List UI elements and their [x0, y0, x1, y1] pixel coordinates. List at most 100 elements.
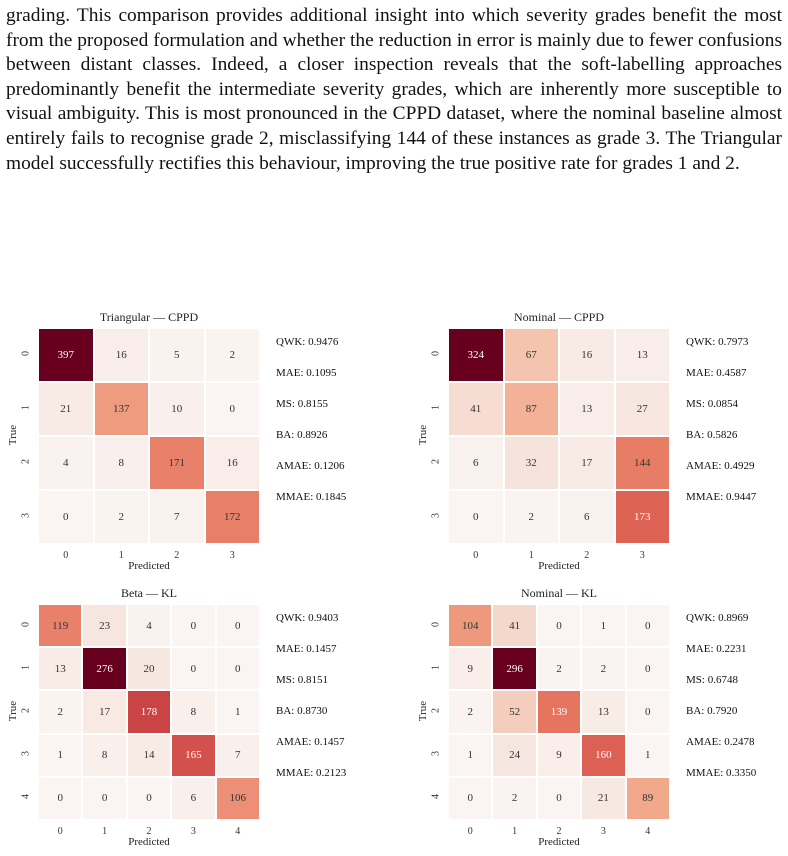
metric-label: MAE: 0.2231 [686, 643, 747, 655]
chart-title: Beta — KL [121, 586, 177, 600]
heatmap-cell: 0 [82, 776, 127, 820]
y-axis-label: True [7, 700, 19, 722]
heatmap-cell: 16 [559, 328, 615, 382]
metric-label: MS: 0.8151 [276, 674, 328, 686]
y-tick-label: 3 [20, 751, 32, 757]
y-tick-label: 2 [430, 708, 442, 713]
y-tick-label: 2 [20, 708, 32, 713]
metric-label: MMAE: 0.1845 [276, 491, 347, 503]
heatmap-cell: 0 [625, 690, 670, 734]
heatmap-cell: 41 [448, 382, 504, 436]
heatmap-cell: 8 [82, 733, 127, 777]
heatmap-cell: 5 [149, 328, 205, 382]
heatmap-cell: 6 [171, 776, 216, 820]
metric-label: MAE: 0.1457 [276, 643, 337, 655]
heatmap-cell: 144 [614, 436, 670, 490]
heatmap-cell: 276 [82, 647, 127, 691]
heatmap-cell: 2 [503, 490, 559, 544]
heatmap-cell: 13 [581, 690, 626, 734]
y-tick-label: 1 [430, 405, 442, 410]
x-axis-label: Predicted [128, 560, 170, 572]
y-tick-label: 0 [20, 621, 32, 627]
x-tick-label: 1 [528, 550, 534, 561]
heatmap-cell: 0 [171, 604, 216, 648]
heatmap-beta-kl: Beta — KL 119 23 4 0 0 13 276 20 0 0 2 17 178 8 1 1 8 14 16… [0, 586, 380, 856]
heatmap-cell: 137 [93, 382, 149, 436]
x-tick-label: 1 [102, 826, 108, 837]
heatmap-cell: 0 [171, 647, 216, 691]
y-axis-label: True [417, 700, 429, 722]
x-axis-label: Predicted [538, 836, 580, 848]
y-tick-label: 2 [430, 459, 442, 464]
heatmap-cell: 160 [581, 733, 626, 777]
heatmap-cell: 13 [614, 328, 670, 382]
x-tick-label: 3 [600, 826, 606, 837]
metric-label: AMAE: 0.4929 [686, 460, 755, 472]
heatmap-cell: 52 [492, 690, 537, 734]
heatmap-cell: 87 [503, 382, 559, 436]
y-tick-label: 4 [20, 794, 32, 800]
heatmap-cell: 10 [149, 382, 205, 436]
chart-title: Triangular — CPPD [99, 310, 199, 324]
heatmap-cell: 1 [625, 733, 670, 777]
heatmap-cell: 13 [559, 382, 615, 436]
heatmap-cell: 14 [126, 733, 172, 777]
heatmap-cell: 0 [536, 604, 582, 648]
metric-label: AMAE: 0.1206 [276, 460, 345, 472]
heatmap-cell: 17 [82, 690, 127, 734]
x-tick-label: 0 [467, 826, 473, 837]
y-tick-label: 3 [20, 513, 32, 518]
heatmap-cell: 106 [215, 776, 260, 820]
heatmap-cell: 8 [171, 690, 216, 734]
metric-label: MAE: 0.1095 [276, 367, 337, 379]
heatmap-cell: 173 [614, 490, 670, 544]
heatmap-cell: 2 [448, 690, 493, 734]
y-tick-label: 1 [20, 664, 32, 670]
heatmap-cell: 27 [614, 382, 670, 436]
y-axis-label: True [7, 424, 19, 446]
heatmap-cell: 6 [448, 436, 504, 490]
x-tick-label: 1 [512, 826, 518, 837]
heatmap-cell: 2 [204, 328, 260, 382]
heatmap-cell: 41 [492, 604, 537, 648]
x-axis-label: Predicted [128, 836, 170, 848]
heatmap-cell: 6 [559, 490, 615, 544]
heatmap-cell: 8 [93, 436, 149, 490]
x-tick-label: 0 [473, 550, 479, 561]
heatmap-cell: 20 [126, 647, 172, 691]
y-tick-label: 4 [430, 794, 442, 800]
heatmap-cell: 397 [38, 328, 94, 382]
heatmap-cell: 9 [536, 733, 582, 777]
heatmap-cell: 23 [82, 604, 127, 648]
metric-label: BA: 0.5826 [686, 429, 738, 441]
heatmap-cell: 9 [448, 647, 493, 691]
heatmap-cell: 0 [448, 490, 504, 544]
y-tick-label: 2 [20, 459, 32, 464]
heatmap-cell: 1 [38, 733, 83, 777]
heatmap-cell: 0 [215, 647, 260, 691]
metric-label: MMAE: 0.9447 [686, 491, 757, 503]
x-tick-label: 3 [229, 550, 235, 561]
heatmap-cell: 119 [38, 604, 83, 648]
x-tick-label: 2 [556, 826, 562, 837]
heatmap-cell: 7 [149, 490, 205, 544]
y-tick-label: 3 [430, 513, 442, 518]
heatmap-cell: 1 [215, 690, 260, 734]
heatmap-cell: 13 [38, 647, 83, 691]
heatmap-cell: 2 [536, 647, 582, 691]
heatmap-cell: 324 [448, 328, 504, 382]
heatmap-cell: 139 [536, 690, 582, 734]
metric-label: MMAE: 0.2123 [276, 767, 347, 779]
heatmap-cell: 2 [38, 690, 83, 734]
y-axis-label: True [417, 424, 429, 446]
heatmap-cell: 0 [215, 604, 260, 648]
heatmap-cell: 172 [204, 490, 260, 544]
x-tick-label: 3 [190, 826, 196, 837]
heatmap-cell: 0 [38, 490, 94, 544]
heatmap-cell: 1 [581, 604, 626, 648]
heatmap-cell: 17 [559, 436, 615, 490]
metric-label: MS: 0.6748 [686, 674, 738, 686]
y-tick-label: 0 [20, 351, 32, 356]
x-tick-label: 2 [584, 550, 590, 561]
chart-title: Nominal — CPPD [513, 310, 604, 324]
